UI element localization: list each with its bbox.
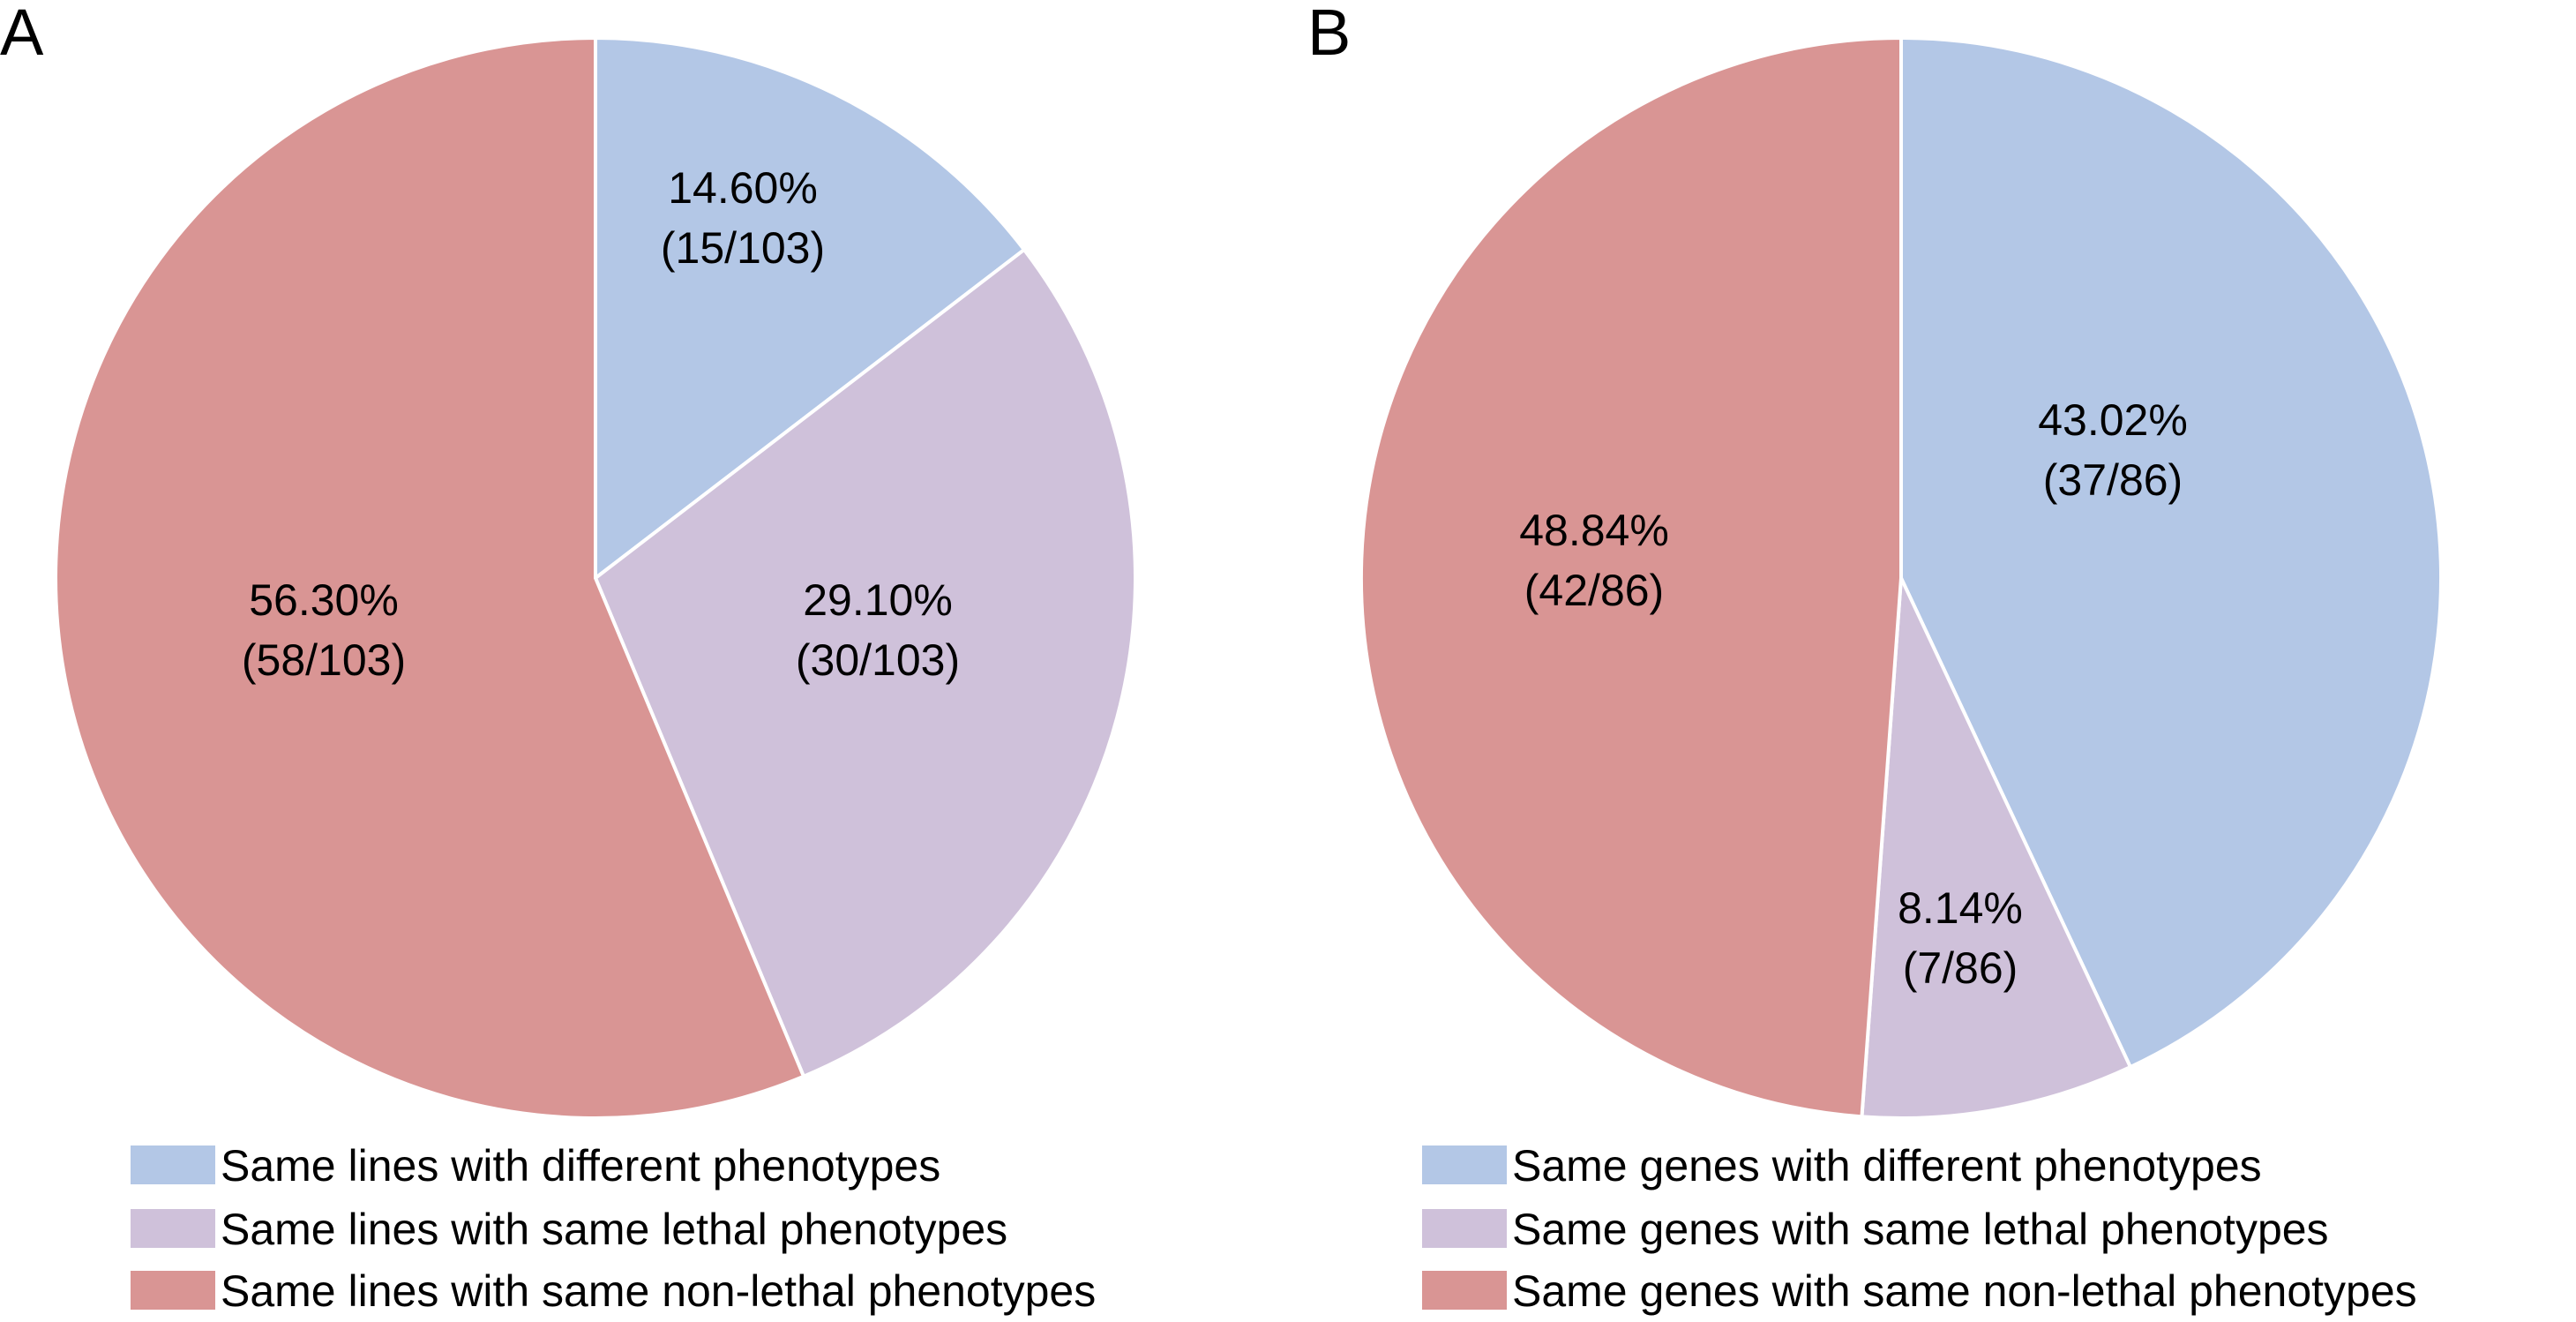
slice-label: 8.14% (7/86) <box>1898 883 2023 993</box>
legend-label: Same lines with same lethal phenotypes <box>221 1205 1007 1254</box>
pie-panel-b: B 43.02% (37/86) 8.14% (7/86) 48.84% (42/86) Sa… <box>1307 0 2443 1316</box>
slice-label: 48.84% (42/86) <box>1519 506 1669 615</box>
legend-label: Same genes with same lethal phenotypes <box>1512 1205 2329 1254</box>
slice-label: 14.60% (15/103) <box>661 163 825 273</box>
pie-slice <box>594 36 1026 580</box>
legend-swatch <box>131 1145 215 1184</box>
legend-swatch <box>131 1209 215 1248</box>
slice-label: 29.10% (30/103) <box>796 575 960 685</box>
legend-swatch <box>1422 1271 1507 1310</box>
pie-slice <box>1899 36 2443 1070</box>
panel-label: B <box>1307 0 1351 69</box>
legend-swatch <box>1422 1145 1507 1184</box>
legend-label: Same lines with same non-lethal phenotyp… <box>221 1266 1096 1316</box>
pie-slice <box>54 36 805 1120</box>
slice-label: 56.30% (58/103) <box>242 575 406 685</box>
legend-label: Same genes with same non-lethal phenotyp… <box>1512 1266 2417 1316</box>
slice-label: 43.02% (37/86) <box>2038 395 2188 505</box>
pie-slice <box>594 247 1137 1078</box>
legend-swatch <box>1422 1209 1507 1248</box>
legend-swatch <box>131 1271 215 1310</box>
pie-panel-a: A 14.60% (15/103) 29.10% (30/103) 56.30% (58/1… <box>0 0 1137 1316</box>
pie-slice <box>1359 36 1903 1119</box>
legend: Same genes with different phenotypes Same… <box>1422 1141 2417 1316</box>
legend-label: Same genes with different phenotypes <box>1512 1141 2262 1191</box>
panel-label: A <box>0 0 44 69</box>
legend: Same lines with different phenotypes Same… <box>131 1141 1096 1316</box>
pie-slice <box>1860 576 2132 1120</box>
legend-label: Same lines with different phenotypes <box>221 1141 940 1191</box>
